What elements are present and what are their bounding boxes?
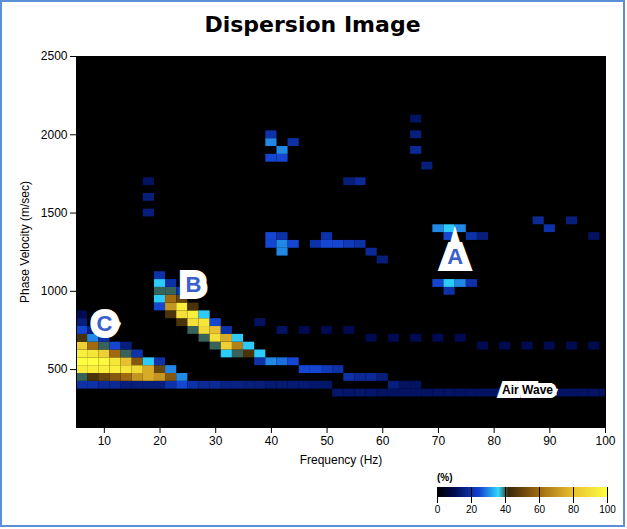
svg-text:2500: 2500 bbox=[41, 49, 68, 63]
svg-text:2000: 2000 bbox=[41, 128, 68, 142]
svg-text:Air Wave: Air Wave bbox=[502, 383, 553, 397]
svg-text:Frequency (Hz): Frequency (Hz) bbox=[300, 453, 383, 467]
svg-text:1500: 1500 bbox=[41, 206, 68, 220]
svg-text:90: 90 bbox=[543, 434, 557, 448]
svg-text:40: 40 bbox=[500, 504, 512, 515]
svg-text:30: 30 bbox=[209, 434, 223, 448]
svg-text:60: 60 bbox=[534, 504, 546, 515]
svg-text:Phase Velocity (m/sec): Phase Velocity (m/sec) bbox=[18, 181, 32, 303]
svg-text:60: 60 bbox=[376, 434, 390, 448]
svg-text:500: 500 bbox=[47, 362, 67, 376]
svg-text:100: 100 bbox=[599, 504, 616, 515]
svg-text:A: A bbox=[447, 244, 463, 269]
svg-text:40: 40 bbox=[265, 434, 279, 448]
svg-text:20: 20 bbox=[466, 504, 478, 515]
svg-text:1000: 1000 bbox=[41, 284, 68, 298]
svg-text:C: C bbox=[96, 311, 112, 336]
svg-text:0: 0 bbox=[435, 504, 441, 515]
html-text:Dispersion Image: Dispersion Image bbox=[204, 12, 421, 37]
svg-text:(%): (%) bbox=[437, 472, 453, 483]
svg-text:80: 80 bbox=[487, 434, 501, 448]
svg-text:100: 100 bbox=[595, 434, 615, 448]
svg-text:80: 80 bbox=[568, 504, 580, 515]
svg-text:20: 20 bbox=[153, 434, 167, 448]
svg-text:50: 50 bbox=[320, 434, 334, 448]
svg-text:70: 70 bbox=[432, 434, 446, 448]
svg-text:B: B bbox=[185, 272, 201, 297]
svg-text:10: 10 bbox=[98, 434, 112, 448]
